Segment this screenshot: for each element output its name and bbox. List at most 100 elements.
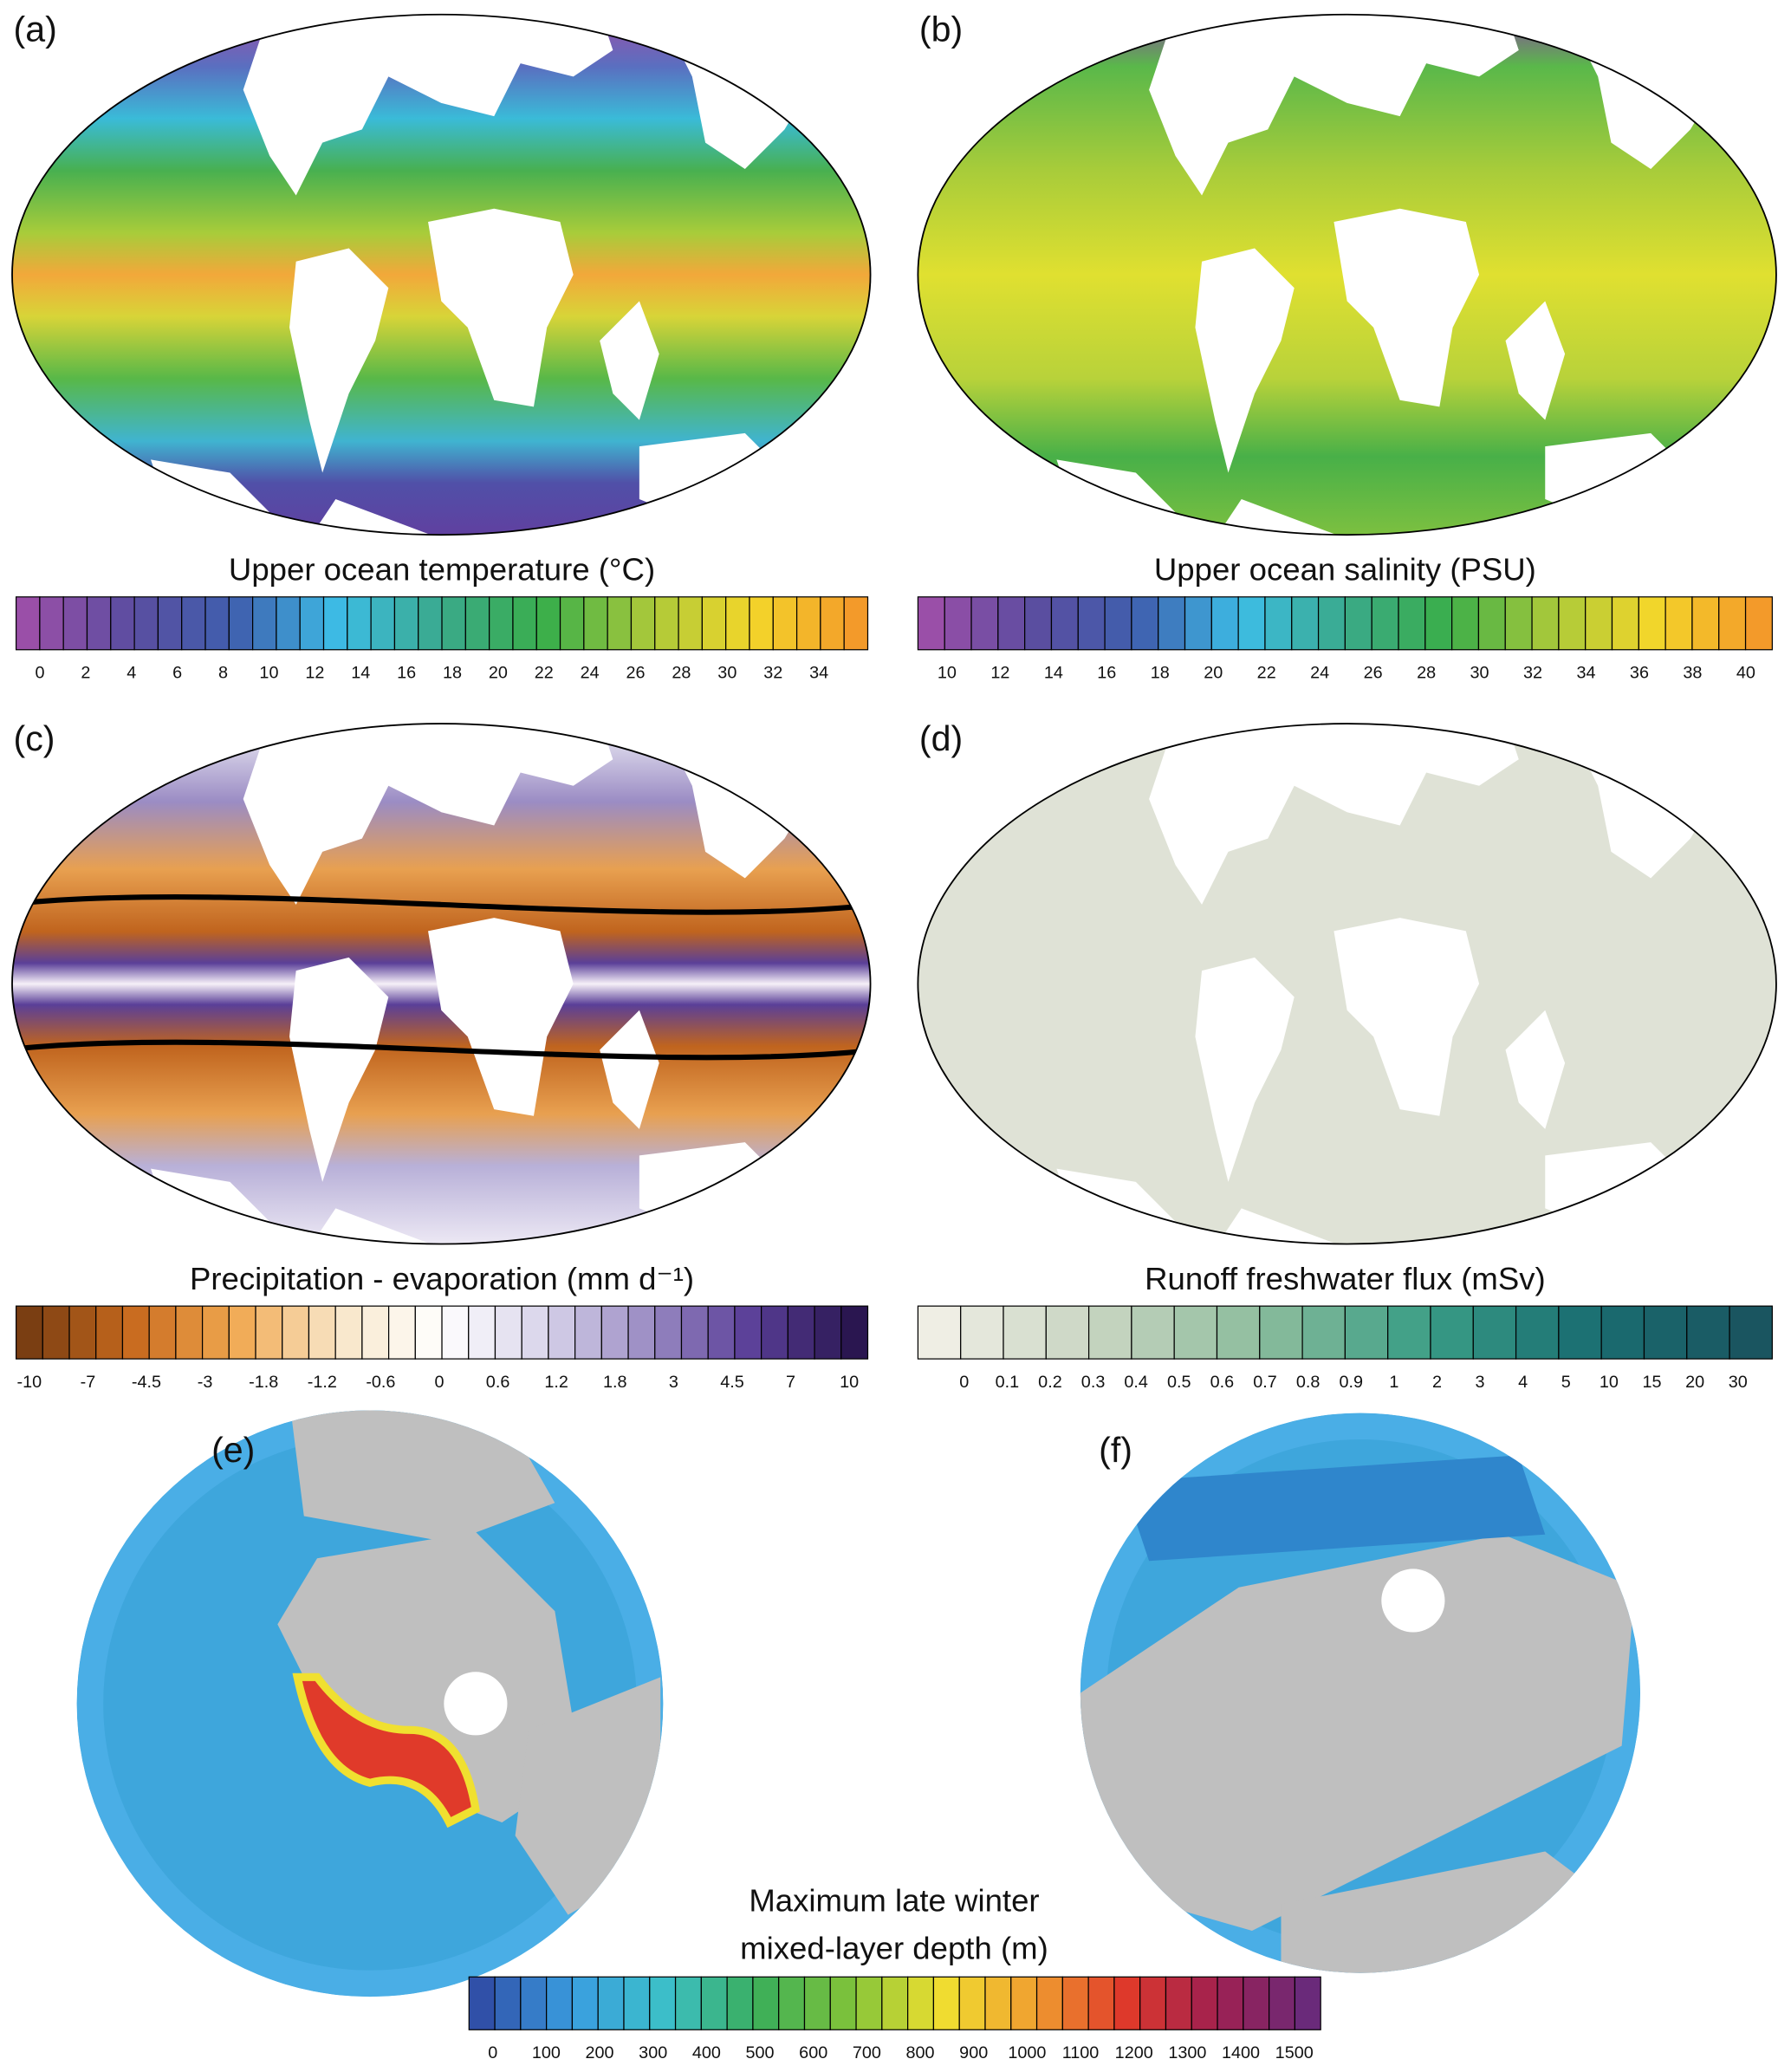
colorbar-tick-label: 30 <box>1470 663 1489 682</box>
colorbar-tick-label: 0.4 <box>1124 1373 1148 1392</box>
colorbar-segment <box>1291 596 1320 651</box>
colorbar-tick-label: 18 <box>1151 663 1170 682</box>
colorbar-tick-label: 2 <box>81 663 90 682</box>
colorbar-segment <box>960 1305 1004 1360</box>
colorbar-segment <box>1430 1305 1474 1360</box>
colorbar-tick-label: 0.6 <box>1210 1373 1235 1392</box>
colorbar-tick-label: 10 <box>938 663 957 682</box>
colorbar-segment <box>778 1976 806 2030</box>
colorbar-tick-label: 0 <box>959 1373 969 1392</box>
colorbar-segment <box>1451 596 1480 651</box>
land <box>1334 918 1480 1116</box>
colorbar-segment <box>299 596 325 651</box>
colorbar-title: Precipitation - evaporation (mm d⁻¹) <box>190 1261 694 1296</box>
colorbar-segment <box>984 1976 1012 2030</box>
panel-label: (a) <box>14 9 57 49</box>
land <box>600 1010 659 1129</box>
map <box>12 14 871 536</box>
colorbar-segment <box>772 596 798 651</box>
colorbar-segment <box>308 1305 336 1360</box>
colorbar-segment <box>571 1976 599 2030</box>
colorbar-tick-label: 30 <box>1729 1373 1748 1392</box>
colorbar-segment <box>700 1976 728 2030</box>
colorbar-segment <box>347 596 372 651</box>
colorbar-tick-label: -3 <box>198 1373 213 1392</box>
colorbar-segment <box>1237 596 1266 651</box>
colorbar-segment <box>255 1305 283 1360</box>
colorbar-segment <box>1243 1976 1270 2030</box>
colorbar-tick-label: 22 <box>1257 663 1276 682</box>
polar-map <box>1080 1413 1640 1973</box>
colorbar-tick-label: 22 <box>535 663 554 682</box>
colorbar-segment <box>494 1976 522 2030</box>
colorbar-segment <box>175 1305 204 1360</box>
colorbar-tick-label: -1.8 <box>249 1373 278 1392</box>
colorbar-segment <box>494 1305 522 1360</box>
colorbar-segment <box>441 1305 470 1360</box>
land <box>600 301 659 420</box>
colorbar-tick-label: 600 <box>799 2043 827 2062</box>
colorbar-tick-label: -7 <box>81 1373 96 1392</box>
land <box>428 918 574 1116</box>
land <box>428 208 574 407</box>
colorbar-segment <box>1035 1976 1063 2030</box>
map <box>12 724 871 1244</box>
colorbar-segment <box>1344 1305 1389 1360</box>
colorbar-segment <box>1504 596 1533 651</box>
colorbar-tick-label: 18 <box>443 663 462 682</box>
colorbar-segment <box>1045 1305 1090 1360</box>
colorbar-tick-label: 10 <box>259 663 278 682</box>
colorbar-segment <box>1729 1305 1773 1360</box>
colorbar-segment <box>110 596 135 651</box>
colorbar-tick-label: 1 <box>1389 1373 1398 1392</box>
colorbar-segment <box>1664 596 1693 651</box>
colorbar-segment <box>1344 596 1372 651</box>
colorbar-segment <box>944 596 972 651</box>
colorbar-segment <box>252 596 277 651</box>
colorbar-segment <box>157 596 183 651</box>
colorbar-segment <box>707 1305 736 1360</box>
colorbar-segment <box>1173 1305 1218 1360</box>
colorbar-tick-label: 1000 <box>1008 2043 1046 2062</box>
colorbar-segment <box>1643 1305 1688 1360</box>
colorbar-segment <box>1294 1976 1321 2030</box>
colorbar-tick-label: 200 <box>586 2043 614 2062</box>
colorbar-segment <box>932 1976 960 2030</box>
colorbar-tick-label: 0.7 <box>1253 1373 1277 1392</box>
colorbar-segment <box>361 1305 390 1360</box>
colorbar-tick-label: 12 <box>990 663 1009 682</box>
colorbar-segment <box>583 596 608 651</box>
colorbar-segment <box>121 1305 150 1360</box>
colorbar-segment <box>1165 1976 1192 2030</box>
colorbar-segment <box>1158 596 1186 651</box>
colorbar-segment <box>1269 1976 1296 2030</box>
colorbar-segment <box>749 596 774 651</box>
colorbar-segment <box>1217 1976 1244 2030</box>
colorbar-segment <box>1184 596 1212 651</box>
colorbar-segment <box>1061 1976 1089 2030</box>
colorbar-tick-label: 4 <box>127 663 136 682</box>
colorbar-segment <box>535 596 561 651</box>
deep-mixing <box>292 1673 480 1828</box>
land <box>289 957 389 1182</box>
colorbar-segment <box>814 1305 842 1360</box>
colorbar-segment <box>42 1305 70 1360</box>
colorbar-tick-label: 1400 <box>1222 2043 1260 2062</box>
colorbar-tick-label: 10 <box>840 1373 859 1392</box>
colorbar-segment <box>607 596 633 651</box>
colorbar-segment <box>654 596 679 651</box>
colorbar-tick-label: 30 <box>717 663 737 682</box>
colorbar-tick-label: 16 <box>397 663 416 682</box>
colorbar-tick-label: 20 <box>1204 663 1223 682</box>
colorbar-tick-label: 0 <box>36 663 45 682</box>
colorbar-segment <box>62 596 88 651</box>
colorbar-tick-label: 2 <box>1432 1373 1442 1392</box>
panel-label: (d) <box>919 718 963 758</box>
colorbar-segment <box>654 1305 683 1360</box>
map-border <box>917 13 1777 536</box>
colorbar-segment <box>201 1305 230 1360</box>
colorbar-segment <box>441 596 466 651</box>
colorbar-tick-label: 40 <box>1736 663 1755 682</box>
colorbar-title: Upper ocean temperature (°C) <box>229 552 655 588</box>
